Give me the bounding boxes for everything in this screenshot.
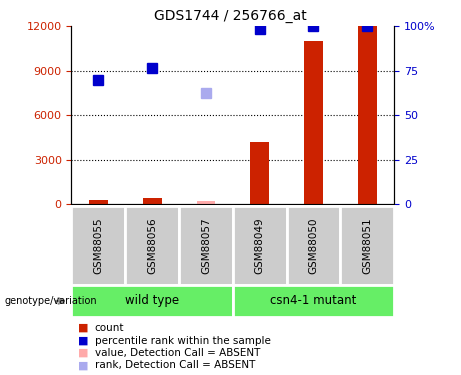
Text: GSM88056: GSM88056	[147, 217, 157, 274]
Bar	[358, 26, 377, 204]
Text: GDS1744 / 256766_at: GDS1744 / 256766_at	[154, 9, 307, 23]
Bar	[287, 206, 340, 285]
Text: csn4-1 mutant: csn4-1 mutant	[270, 294, 357, 307]
Text: ■: ■	[78, 336, 89, 345]
Bar	[71, 206, 125, 285]
Bar	[304, 41, 323, 204]
Text: ■: ■	[78, 323, 89, 333]
Bar	[125, 206, 179, 285]
Bar	[89, 200, 108, 204]
Text: GSM88050: GSM88050	[308, 217, 319, 274]
Text: GSM88049: GSM88049	[254, 217, 265, 274]
Bar	[340, 206, 394, 285]
Bar	[143, 198, 161, 204]
Text: value, Detection Call = ABSENT: value, Detection Call = ABSENT	[95, 348, 260, 358]
Text: percentile rank within the sample: percentile rank within the sample	[95, 336, 271, 345]
Bar	[233, 206, 287, 285]
Bar	[179, 206, 233, 285]
Bar	[250, 142, 269, 204]
Bar	[233, 285, 394, 317]
Text: wild type: wild type	[125, 294, 179, 307]
Bar	[196, 201, 215, 204]
Text: GSM88055: GSM88055	[93, 217, 103, 274]
Text: rank, Detection Call = ABSENT: rank, Detection Call = ABSENT	[95, 360, 255, 370]
Text: ■: ■	[78, 348, 89, 358]
Bar	[71, 285, 233, 317]
Text: count: count	[95, 323, 124, 333]
Text: GSM88051: GSM88051	[362, 217, 372, 274]
Text: ■: ■	[78, 360, 89, 370]
Text: GSM88057: GSM88057	[201, 217, 211, 274]
Text: genotype/variation: genotype/variation	[5, 296, 97, 306]
